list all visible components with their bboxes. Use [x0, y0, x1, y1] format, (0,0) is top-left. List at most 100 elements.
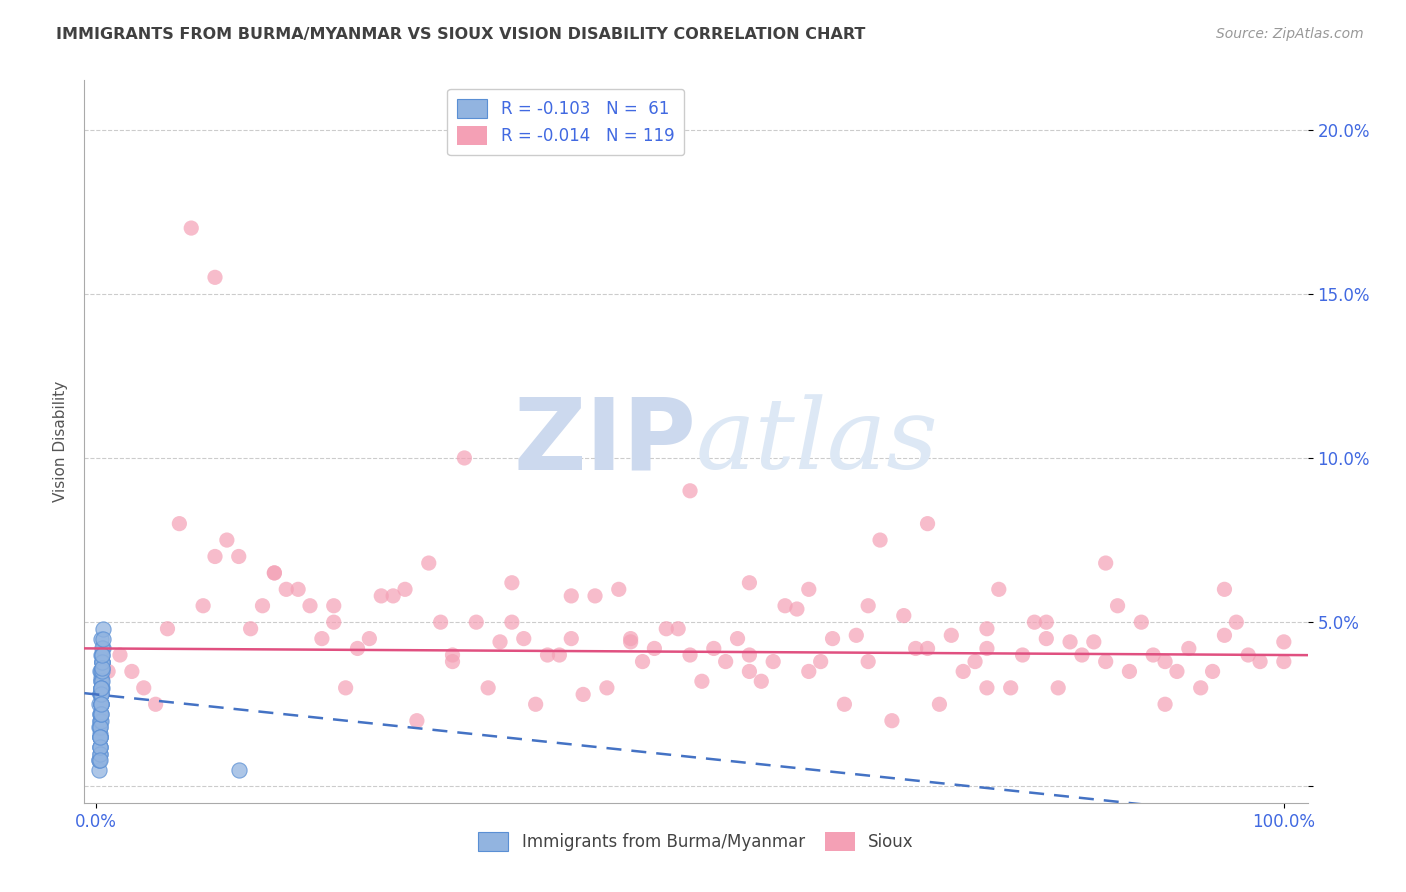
Point	[560, 589, 582, 603]
Point	[346, 641, 368, 656]
Point	[620, 635, 643, 649]
Point	[1024, 615, 1046, 630]
Point	[976, 641, 998, 656]
Point	[1107, 599, 1129, 613]
Point	[204, 549, 226, 564]
Point	[90, 687, 112, 701]
Point	[489, 635, 512, 649]
Point	[97, 665, 120, 679]
Point	[856, 599, 879, 613]
Point	[1035, 632, 1057, 646]
Point	[89, 753, 111, 767]
Point	[228, 763, 250, 777]
Point	[93, 622, 115, 636]
Point	[536, 648, 558, 662]
Point	[679, 483, 702, 498]
Point	[90, 714, 112, 728]
Point	[1154, 655, 1177, 669]
Point	[87, 753, 110, 767]
Point	[108, 648, 131, 662]
Point	[91, 655, 114, 669]
Point	[90, 687, 112, 701]
Point	[572, 687, 595, 701]
Point	[89, 714, 111, 728]
Point	[90, 681, 112, 695]
Point	[477, 681, 499, 695]
Point	[91, 655, 114, 669]
Point	[89, 665, 111, 679]
Point	[394, 582, 416, 597]
Point	[90, 671, 112, 685]
Point	[145, 698, 167, 712]
Point	[810, 655, 832, 669]
Text: atlas: atlas	[696, 394, 939, 489]
Point	[429, 615, 451, 630]
Point	[90, 687, 112, 701]
Point	[169, 516, 191, 531]
Point	[607, 582, 630, 597]
Point	[1118, 665, 1140, 679]
Point	[856, 655, 879, 669]
Point	[703, 641, 725, 656]
Point	[91, 648, 114, 662]
Point	[90, 698, 112, 712]
Point	[880, 714, 903, 728]
Point	[714, 655, 737, 669]
Point	[156, 622, 179, 636]
Point	[311, 632, 333, 646]
Point	[1035, 615, 1057, 630]
Text: Source: ZipAtlas.com: Source: ZipAtlas.com	[1216, 27, 1364, 41]
Point	[1047, 681, 1070, 695]
Point	[191, 599, 214, 613]
Point	[1201, 665, 1223, 679]
Point	[121, 665, 143, 679]
Point	[90, 698, 112, 712]
Point	[1083, 635, 1105, 649]
Point	[90, 632, 112, 646]
Point	[1142, 648, 1164, 662]
Point	[91, 674, 114, 689]
Point	[87, 763, 110, 777]
Point	[252, 599, 274, 613]
Point	[89, 707, 111, 722]
Point	[441, 655, 464, 669]
Point	[560, 632, 582, 646]
Point	[87, 698, 110, 712]
Point	[513, 632, 536, 646]
Point	[91, 641, 114, 656]
Point	[643, 641, 665, 656]
Point	[679, 648, 702, 662]
Point	[89, 687, 111, 701]
Point	[93, 632, 115, 646]
Point	[727, 632, 749, 646]
Point	[917, 516, 939, 531]
Point	[90, 707, 112, 722]
Point	[239, 622, 262, 636]
Point	[1154, 698, 1177, 712]
Point	[90, 665, 112, 679]
Point	[1249, 655, 1271, 669]
Point	[228, 549, 250, 564]
Point	[89, 739, 111, 754]
Point	[322, 599, 344, 613]
Point	[89, 730, 111, 744]
Point	[666, 622, 689, 636]
Point	[287, 582, 309, 597]
Point	[631, 655, 654, 669]
Point	[1189, 681, 1212, 695]
Point	[87, 720, 110, 734]
Point	[91, 681, 114, 695]
Point	[917, 641, 939, 656]
Point	[89, 714, 111, 728]
Point	[655, 622, 678, 636]
Point	[620, 632, 643, 646]
Point	[762, 655, 785, 669]
Point	[976, 622, 998, 636]
Point	[797, 582, 820, 597]
Text: IMMIGRANTS FROM BURMA/MYANMAR VS SIOUX VISION DISABILITY CORRELATION CHART: IMMIGRANTS FROM BURMA/MYANMAR VS SIOUX V…	[56, 27, 866, 42]
Point	[89, 707, 111, 722]
Point	[987, 582, 1010, 597]
Point	[501, 575, 523, 590]
Point	[91, 648, 114, 662]
Point	[441, 648, 464, 662]
